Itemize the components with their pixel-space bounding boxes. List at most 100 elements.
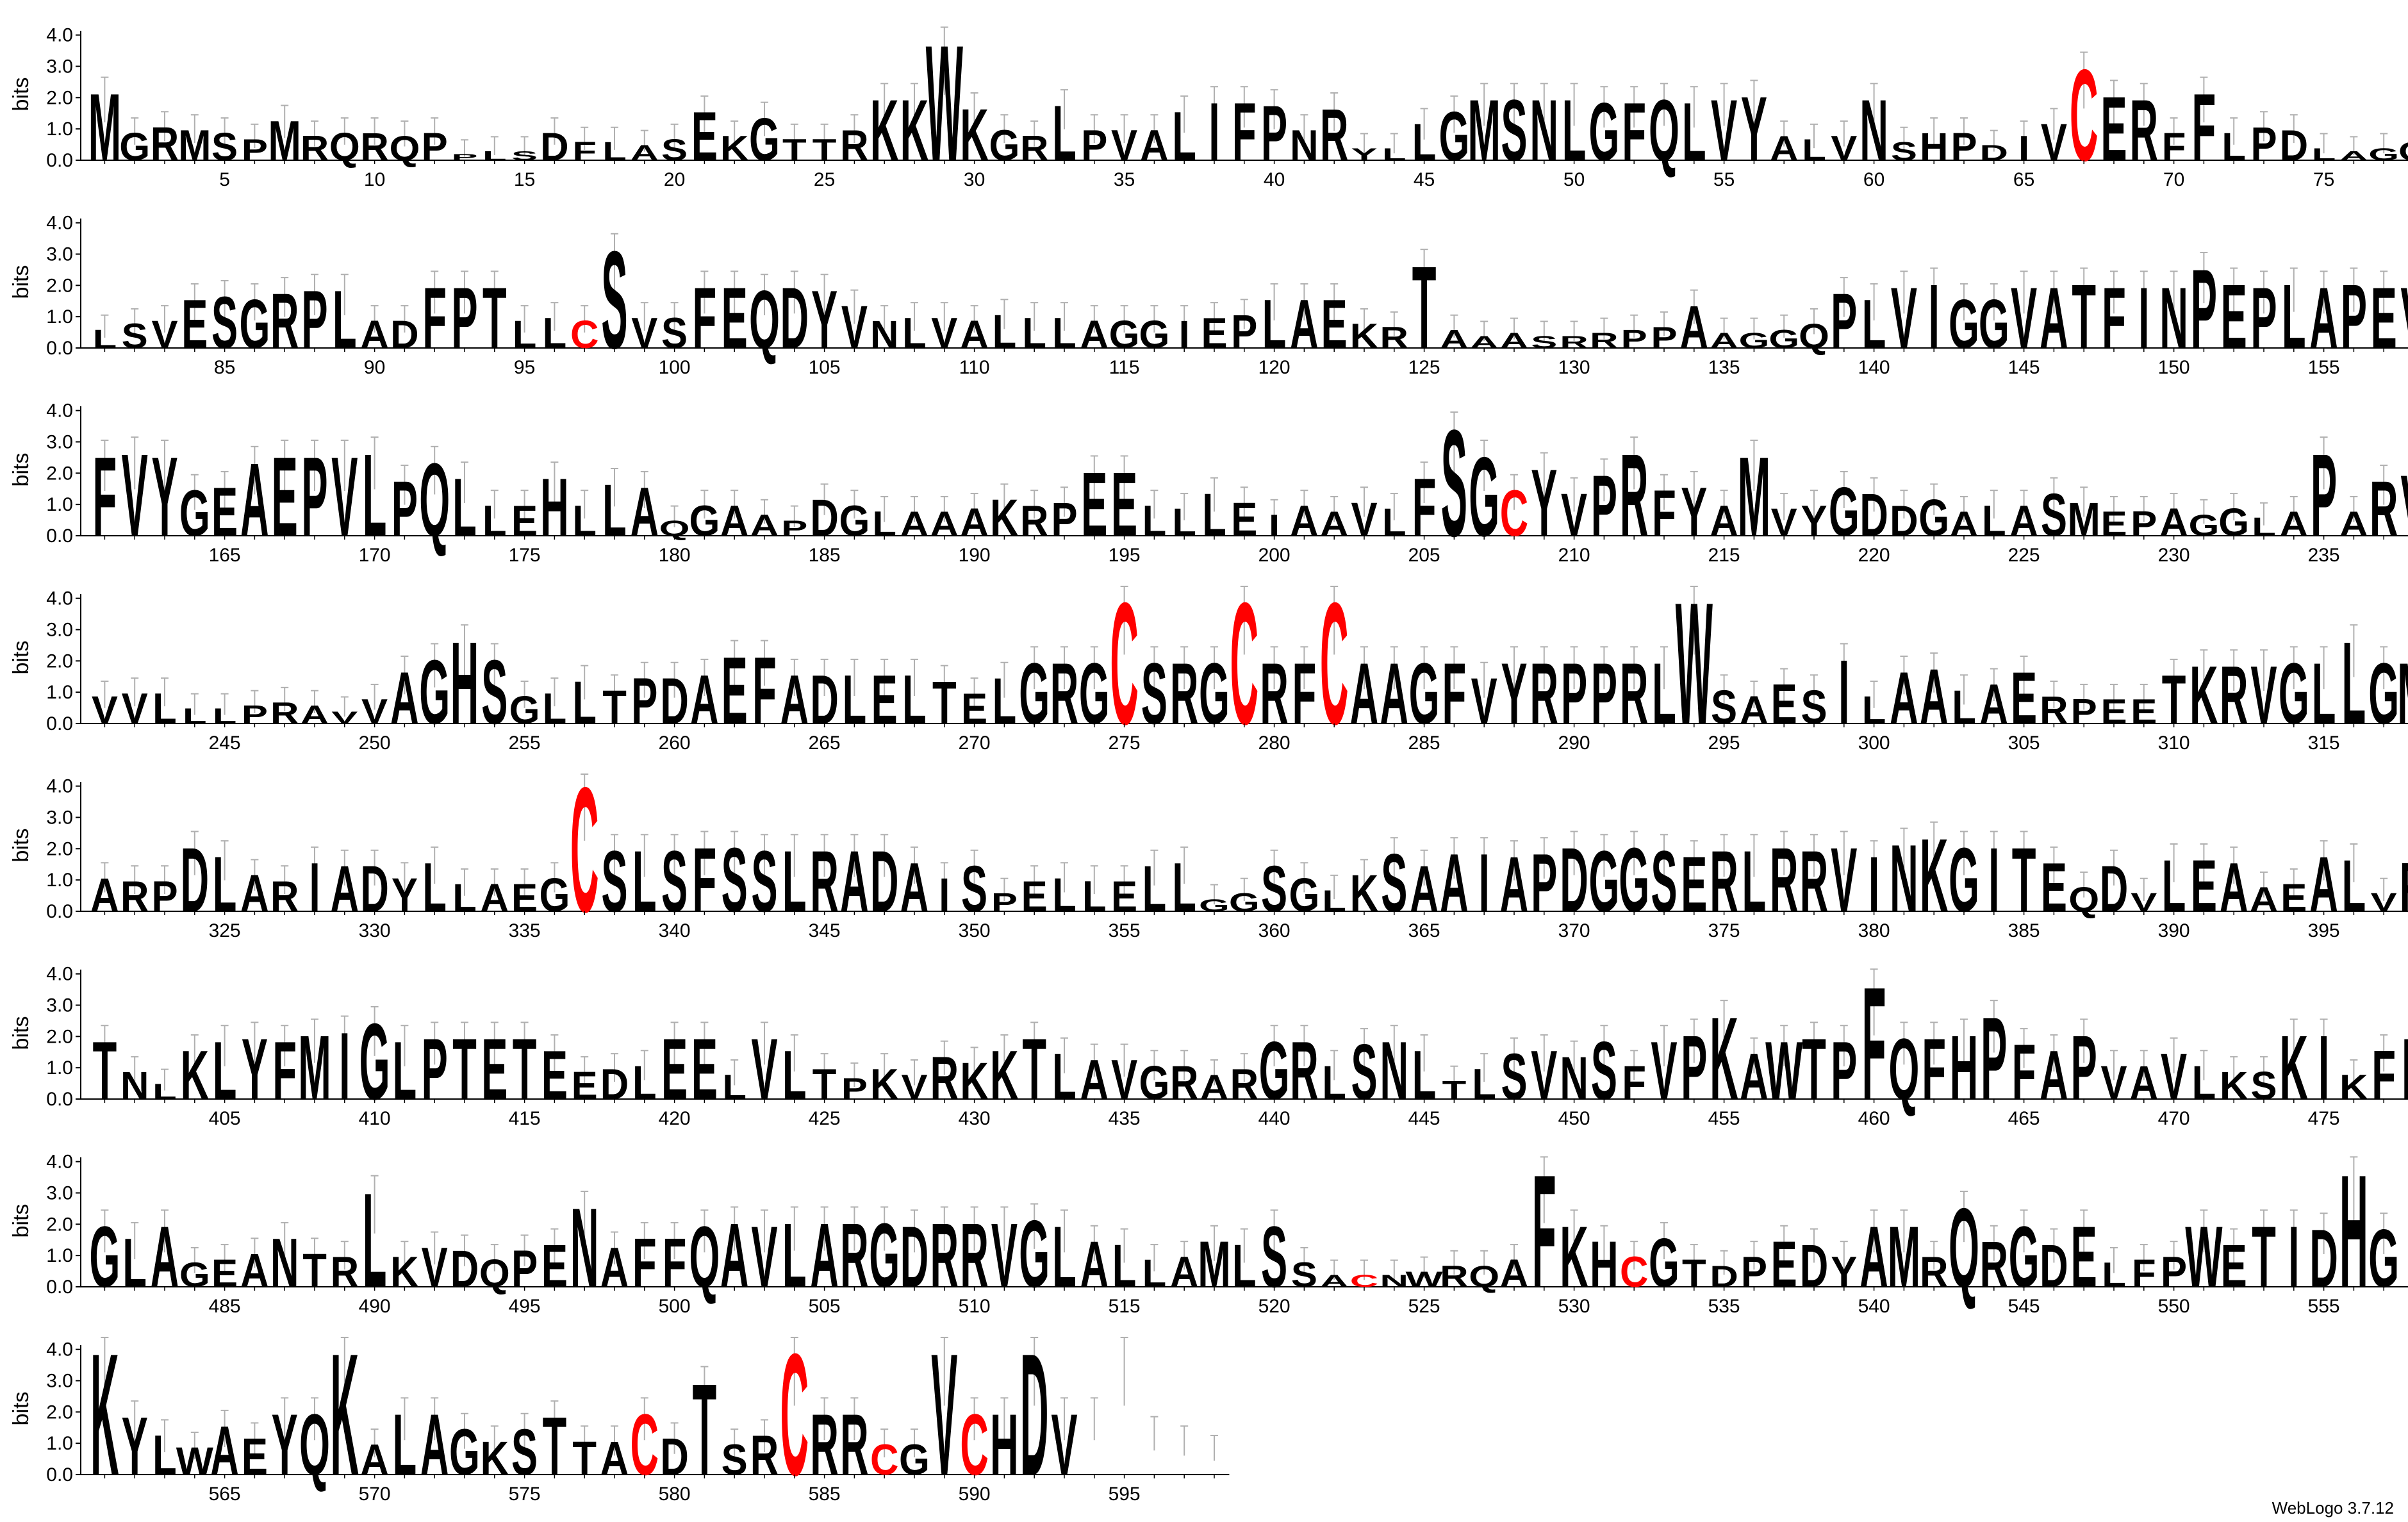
residue-letter: V — [1831, 830, 1857, 931]
residue-letter: G — [1619, 830, 1649, 931]
x-tick-label: 590 — [959, 1484, 991, 1505]
residue-letter: I — [1179, 312, 1190, 356]
x-tick-label: 360 — [1258, 920, 1291, 941]
residue-letter: R — [1260, 646, 1288, 743]
x-tick-label: 470 — [2158, 1108, 2190, 1129]
residue-letter: L — [1562, 83, 1587, 179]
residue-letter: V — [2011, 270, 2037, 367]
residue-letter: L — [393, 1397, 417, 1494]
x-tick-label: 140 — [1858, 357, 1890, 378]
residue-letter: R — [1290, 1025, 1318, 1117]
x-tick-label: 515 — [1109, 1296, 1141, 1317]
residue-letter: Q — [1888, 1022, 1919, 1118]
x-tick-label: 225 — [2008, 545, 2040, 566]
x-tick-label: 345 — [809, 920, 841, 941]
x-tick-label: 510 — [959, 1296, 991, 1317]
residue-letter: M — [298, 1018, 331, 1119]
residue-letter: F — [1622, 87, 1646, 178]
x-tick-label: 230 — [2158, 545, 2190, 566]
residue-letter: V — [331, 433, 358, 560]
residue-letter: Y — [122, 1401, 148, 1493]
residue-letter: A — [720, 1205, 748, 1307]
y-tick-label: 3.0 — [46, 244, 73, 265]
x-tick-label: 365 — [1408, 920, 1440, 941]
x-tick-label: 30 — [964, 169, 985, 190]
x-tick-label: 95 — [514, 357, 535, 378]
residue-letter: L — [1052, 90, 1076, 177]
y-axis-label: bits — [9, 1016, 33, 1050]
x-tick-label: 55 — [1713, 169, 1735, 190]
residue-letter: S — [1261, 1209, 1287, 1306]
y-tick-label: 3.0 — [46, 1182, 73, 1204]
x-tick-label: 75 — [2313, 169, 2334, 190]
residue-letter: S — [1351, 1029, 1377, 1116]
residue-letter: R — [2130, 83, 2158, 179]
residue-letter: L — [2312, 646, 2336, 743]
residue-letter: L — [393, 1025, 417, 1117]
residue-letter: G — [2368, 1213, 2399, 1305]
residue-letter: T — [1022, 1022, 1046, 1118]
residue-letter: F — [2192, 75, 2216, 181]
residue-letter: E — [272, 433, 298, 560]
residue-letter: E — [2371, 270, 2397, 367]
y-tick-label: 1.0 — [46, 494, 73, 515]
residue-letter: I — [1838, 642, 1849, 743]
x-tick-label: 505 — [809, 1296, 841, 1317]
weblogo-credit: WebLogo 3.7.12 — [2272, 1498, 2394, 1518]
y-axis-label: bits — [9, 453, 33, 487]
residue-letter: A — [1440, 838, 1468, 929]
residue-letter: E — [661, 1022, 688, 1118]
x-tick-label: 485 — [209, 1296, 241, 1317]
residue-letter: T — [543, 1401, 567, 1493]
residue-letter: P — [2250, 270, 2277, 367]
x-tick-label: 390 — [2158, 920, 2190, 941]
residue-letter: V — [2400, 270, 2408, 367]
x-tick-label: 190 — [959, 545, 991, 566]
residue-letter: I — [1868, 841, 1879, 928]
residue-letter: T — [1802, 1022, 1826, 1118]
residue-letter: P — [301, 433, 327, 560]
residue-letter: E — [2221, 267, 2247, 368]
residue-letter: E — [722, 270, 748, 367]
x-tick-label: 65 — [2013, 169, 2034, 190]
residue-letter: L — [333, 274, 357, 366]
y-tick-label: 1.0 — [46, 1245, 73, 1266]
x-tick-label: 90 — [364, 357, 385, 378]
x-tick-label: 310 — [2158, 732, 2190, 754]
residue-letter: E — [481, 1022, 507, 1118]
residue-letter: P — [451, 270, 477, 367]
residue-letter: K — [870, 83, 898, 179]
x-tick-label: 220 — [1858, 545, 1890, 566]
y-axis-label: bits — [9, 78, 33, 112]
residue-letter: F — [2012, 1029, 2036, 1116]
x-tick-label: 280 — [1258, 732, 1291, 754]
x-tick-label: 105 — [809, 357, 841, 378]
residue-letter: I — [939, 868, 950, 922]
residue-letter: F — [93, 433, 117, 560]
residue-letter: S — [511, 148, 538, 163]
residue-letter: R — [1620, 646, 1648, 743]
residue-letter: Q — [1949, 1184, 1979, 1311]
residue-letter: G — [2279, 646, 2309, 743]
residue-letter: V — [122, 429, 148, 561]
residue-letter: F — [1532, 1141, 1556, 1321]
x-tick-label: 540 — [1858, 1296, 1890, 1317]
residue-letter: I — [1929, 267, 1940, 368]
residue-letter: P — [451, 153, 477, 162]
x-tick-label: 425 — [809, 1108, 841, 1129]
y-tick-label: 0.0 — [46, 338, 73, 359]
residue-letter: K — [2280, 1018, 2308, 1119]
x-tick-label: 405 — [209, 1108, 241, 1129]
y-tick-label: 2.0 — [46, 275, 73, 296]
x-tick-label: 580 — [659, 1484, 691, 1505]
y-tick-label: 1.0 — [46, 1433, 73, 1454]
y-tick-label: 3.0 — [46, 807, 73, 828]
residue-letter: A — [240, 443, 268, 559]
residue-letter: F — [422, 270, 447, 367]
residue-letter: E — [691, 1022, 718, 1118]
residue-letter: K — [900, 83, 928, 179]
x-tick-label: 375 — [1708, 920, 1740, 941]
x-tick-label: 60 — [1863, 169, 1884, 190]
residue-letter: D — [181, 830, 209, 931]
